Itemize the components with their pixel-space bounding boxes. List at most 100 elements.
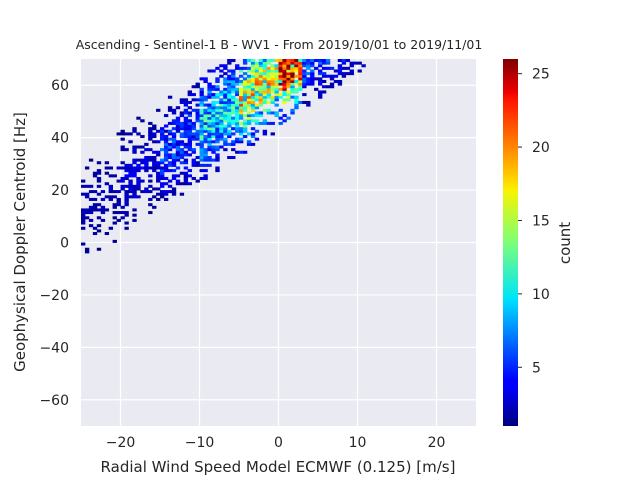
histogram-cell (167, 137, 173, 141)
histogram-cell (325, 61, 331, 65)
histogram-cell (124, 148, 129, 152)
histogram-cell (258, 114, 264, 118)
histogram-cell (250, 106, 256, 110)
histogram-cell (203, 129, 208, 133)
histogram-cell (239, 116, 244, 120)
histogram-cell (270, 74, 275, 78)
histogram-cell (274, 66, 279, 70)
histogram-cell (183, 158, 189, 162)
histogram-cell (254, 93, 260, 97)
histogram-cell (266, 108, 271, 112)
colorbar-ticks: 5 10 15 20 25 (518, 67, 550, 376)
histogram-cell (231, 95, 236, 99)
histogram-cell (227, 106, 232, 110)
histogram-cell (195, 114, 200, 118)
y-tick-label: 20 (51, 183, 69, 199)
histogram-cell (88, 205, 94, 209)
histogram-cell (239, 137, 244, 141)
histogram-cell (108, 190, 113, 194)
histogram-cell (298, 85, 303, 89)
histogram-cell (124, 226, 129, 230)
histogram-cell (286, 116, 291, 120)
histogram-cell (207, 114, 212, 118)
histogram-cell (250, 69, 256, 73)
histogram-cell (179, 153, 185, 157)
histogram-cell (183, 135, 189, 139)
histogram-cell (144, 190, 149, 194)
histogram-cell (215, 166, 220, 170)
histogram-cell (314, 87, 319, 91)
histogram-cell (258, 100, 264, 104)
histogram-cell (254, 98, 260, 102)
histogram-cell (160, 161, 165, 165)
histogram-cell (258, 87, 264, 91)
histogram-cell (302, 74, 307, 78)
histogram-cell (219, 74, 224, 78)
histogram-cell (152, 150, 157, 154)
histogram-cell (81, 179, 86, 183)
histogram-cell (219, 69, 224, 73)
histogram-cell (282, 74, 287, 78)
histogram-cell (128, 187, 133, 191)
histogram-cell (81, 226, 86, 230)
histogram-cell (290, 85, 295, 89)
histogram-cell (191, 85, 196, 89)
colorbar-tick-label: 25 (532, 67, 550, 83)
histogram-cell (258, 98, 264, 102)
histogram-cell (116, 197, 121, 201)
histogram-cell (163, 148, 169, 152)
histogram-cell (242, 90, 248, 94)
histogram-cell (116, 132, 121, 136)
histogram-cell (187, 142, 192, 146)
histogram-cell (144, 163, 149, 167)
histogram-cell (148, 190, 153, 194)
histogram-cell (187, 174, 192, 178)
histogram-cell (183, 150, 189, 154)
histogram-cell (345, 66, 350, 70)
histogram-cell (250, 98, 256, 102)
histogram-cell (278, 79, 283, 83)
histogram-cell (298, 87, 303, 91)
histogram-cell (183, 153, 189, 157)
histogram-cell (183, 145, 189, 149)
histogram-cell (314, 66, 319, 70)
histogram-cell (203, 137, 208, 141)
histogram-cell (88, 184, 94, 188)
histogram-cell (171, 163, 177, 167)
histogram-cell (235, 64, 240, 68)
histogram-cell (341, 74, 347, 78)
histogram-cell (163, 182, 169, 186)
y-tick-label: −60 (39, 393, 69, 409)
colorbar-tick-label: 15 (532, 213, 550, 229)
histogram-cell (179, 155, 185, 160)
histogram-cell (250, 87, 256, 91)
histogram-cell (132, 218, 137, 222)
histogram-cell (250, 127, 256, 131)
histogram-cell (266, 95, 271, 99)
histogram-cell (250, 93, 256, 97)
histogram-cell (231, 116, 236, 120)
histogram-cell (179, 121, 185, 125)
histogram-cell (239, 127, 244, 131)
histogram-cell (215, 106, 220, 110)
histogram-cell (108, 197, 113, 201)
histogram-cell (246, 106, 252, 110)
histogram-cell (160, 127, 165, 131)
histogram-cell (239, 98, 244, 102)
histogram-cell (278, 87, 283, 91)
histogram-cell (199, 158, 204, 162)
histogram-cell (207, 140, 212, 144)
x-tick-label: −10 (185, 435, 215, 451)
histogram-cell (227, 74, 232, 78)
histogram-cell (246, 77, 252, 81)
histogram-cell (254, 77, 260, 81)
histogram-cell (199, 145, 204, 149)
histogram-cell (108, 195, 113, 199)
histogram-cell (246, 87, 252, 91)
histogram-cell (215, 119, 220, 123)
histogram-cell (227, 77, 232, 81)
histogram-cell (239, 150, 244, 154)
histogram-cell (282, 93, 287, 97)
histogram-cell (219, 124, 224, 128)
